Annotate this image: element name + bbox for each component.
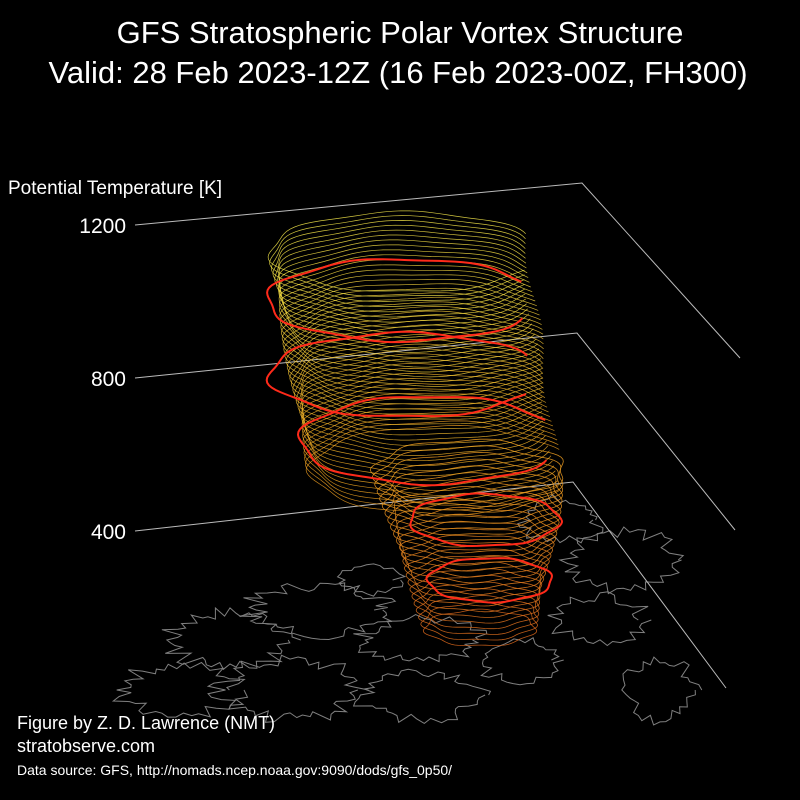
gridline-800 xyxy=(134,332,736,531)
z-axis-label: Potential Temperature [K] xyxy=(8,178,222,199)
isosurface-contour xyxy=(292,338,544,425)
isosurface-contour xyxy=(272,224,526,307)
isosurface-contour xyxy=(302,398,553,487)
isosurface-contour xyxy=(420,601,538,641)
isosurface-contour xyxy=(279,283,538,368)
isosurface-contour xyxy=(374,451,563,513)
website-credit: stratobserve.com xyxy=(17,736,155,756)
isosurface-edge-contour xyxy=(296,396,548,487)
isosurface-contour xyxy=(288,324,544,411)
isosurface-contour xyxy=(384,479,562,536)
figure-title-line2: Valid: 28 Feb 2023-12Z (16 Feb 2023-00Z,… xyxy=(48,55,747,90)
isosurface-contour xyxy=(369,438,564,502)
isosurface-contour xyxy=(278,269,534,353)
gridline-400 xyxy=(134,481,727,689)
isosurface-edge-contour xyxy=(265,330,528,418)
coastline-segment xyxy=(111,661,249,718)
isosurface-contour xyxy=(372,445,564,508)
isosurface-contour xyxy=(294,343,544,431)
isosurface-contour xyxy=(280,287,540,373)
isosurface-contour xyxy=(283,306,543,392)
z-axis-tick-labels: 400 800 1200 xyxy=(79,215,126,544)
isosurface-contour xyxy=(301,388,550,477)
isosurface-contour xyxy=(400,535,552,584)
figure-credit: Figure by Z. D. Lawrence (NMT) xyxy=(17,713,275,733)
gridline-1200 xyxy=(134,182,741,359)
isosurface-edge-contour xyxy=(409,492,564,548)
coastline-segment xyxy=(517,493,604,544)
isosurface-contour xyxy=(285,315,544,401)
isosurface-contour xyxy=(278,244,527,328)
coastline-segment xyxy=(547,591,652,647)
coastline-segment xyxy=(558,526,685,595)
isosurface-contour xyxy=(278,249,528,333)
isosurface-contour xyxy=(305,425,560,516)
isosurface-contour xyxy=(269,215,526,297)
coastline-map xyxy=(111,493,703,726)
isosurface-contour xyxy=(301,373,546,462)
coastline-segment xyxy=(206,654,369,723)
isosurface-contour xyxy=(415,588,540,630)
isosurface-contour xyxy=(403,548,548,595)
isosurface-contour xyxy=(281,296,542,382)
coastline-segment xyxy=(621,656,703,726)
z-tick-label-400: 400 xyxy=(91,521,126,544)
vortex-isosurface xyxy=(265,210,564,646)
z-tick-label-1200: 1200 xyxy=(79,215,126,238)
coastline-segment xyxy=(161,606,301,671)
coastline-segment xyxy=(352,668,492,725)
isosurface-contour xyxy=(301,368,545,456)
coastline-segment xyxy=(353,614,488,663)
isosurface-edge-contour xyxy=(425,557,553,604)
z-tick-label-800: 800 xyxy=(91,368,126,391)
isosurface-contour xyxy=(281,292,541,378)
isosurface-contour xyxy=(286,319,544,406)
isosurface-contour xyxy=(303,407,556,496)
axis-gridlines xyxy=(134,182,741,689)
data-source: Data source: GFS, http://nomads.ncep.noa… xyxy=(17,762,452,778)
isosurface-contour xyxy=(301,378,547,467)
isosurface-contour xyxy=(278,264,532,348)
figure-title-line1: GFS Stratospheric Polar Vortex Structure xyxy=(117,15,684,50)
coastline-segment xyxy=(480,637,564,686)
isosurface-contour xyxy=(267,210,526,292)
isosurface-contour xyxy=(387,486,561,542)
isosurface-contour xyxy=(299,358,544,446)
isosurface-contour xyxy=(279,274,536,358)
isosurface-edge-contour xyxy=(266,258,523,344)
isosurface-contour xyxy=(418,595,539,635)
isosurface-contour xyxy=(282,301,542,387)
isosurface-contour xyxy=(270,220,526,302)
isosurface-contour xyxy=(381,472,563,530)
isosurface-contour xyxy=(413,581,540,624)
isosurface-contour xyxy=(297,353,544,441)
isosurface-contour xyxy=(304,416,558,506)
isosurface-contour xyxy=(379,465,563,524)
isosurface-contour xyxy=(305,420,559,511)
isosurface-contour xyxy=(411,574,541,618)
isosurface-contour xyxy=(302,393,552,482)
isosurface-contour xyxy=(276,234,526,318)
coastline-segment xyxy=(336,563,407,597)
isosurface-contour xyxy=(301,363,544,451)
coastline-segment xyxy=(239,582,397,641)
isosurface-contour xyxy=(303,411,557,501)
